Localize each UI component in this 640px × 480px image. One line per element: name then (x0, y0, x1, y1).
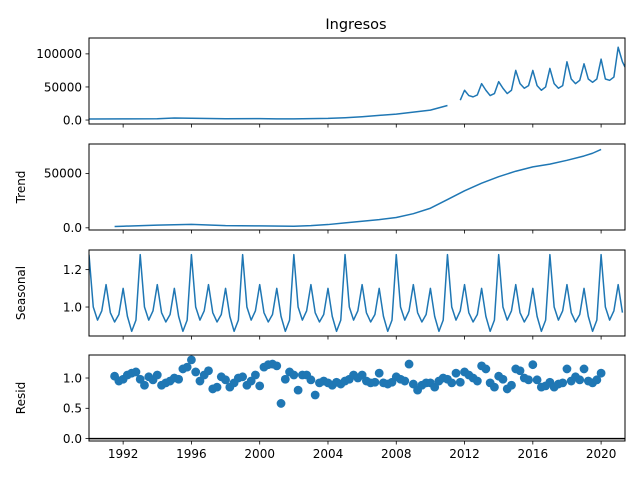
resid-point (238, 372, 248, 382)
resid-point (212, 382, 222, 392)
observed-ytick-label: 100000 (36, 47, 82, 61)
trend-ytick-label: 0.0 (63, 221, 82, 235)
panel-observed: 0.0 50000 100000 (36, 37, 626, 128)
trend-line-0 (114, 148, 602, 228)
resid-point (280, 374, 290, 384)
resid-ytick-label: 1.0 (63, 371, 82, 385)
seasonal-ytick-label: 1.0 (63, 300, 82, 314)
resid-point (592, 375, 602, 385)
resid-point (140, 380, 149, 390)
resid-point (191, 367, 201, 377)
trend-axes-frame (88, 143, 626, 231)
trend-ylabel: Trend (14, 171, 28, 205)
resid-point (293, 385, 303, 395)
resid-point (306, 375, 316, 385)
xtick-label: 2004 (313, 447, 344, 461)
resid-point (272, 361, 282, 371)
resid-point (472, 376, 482, 386)
resid-point (131, 367, 141, 377)
observed-ytick-label: 0.0 (63, 113, 82, 127)
resid-point (370, 377, 380, 387)
panel-seasonal: 1.0 1.2 Seasonal (14, 249, 626, 340)
panel-trend: 0.0 50000 Trend (14, 143, 626, 235)
resid-point (400, 376, 410, 386)
seasonal-ylabel: Seasonal (14, 266, 28, 320)
resid-point (182, 362, 192, 372)
xtick-label: 2000 (244, 447, 275, 461)
resid-point (404, 359, 414, 369)
resid-point (204, 366, 213, 376)
resid-point (575, 375, 585, 385)
xtick-label: 1996 (176, 447, 207, 461)
resid-ylabel: Resid (14, 382, 28, 414)
resid-point (524, 375, 533, 385)
resid-point (289, 370, 299, 380)
resid-plot-area (89, 355, 625, 440)
resid-point (481, 364, 491, 374)
observed-ytick-label: 50000 (44, 80, 82, 94)
trend-ytick-label: 50000 (44, 167, 82, 181)
resid-point (276, 399, 286, 408)
chart-title: Ingresos (325, 17, 386, 33)
xtick-label: 1992 (108, 447, 139, 461)
observed-axes-frame (88, 37, 626, 125)
resid-point (251, 370, 260, 380)
resid-ytick-label: 0.5 (63, 402, 82, 416)
xtick-label: 2008 (381, 447, 412, 461)
xtick-label: 2012 (449, 447, 480, 461)
resid-point (152, 370, 162, 380)
resid-point (310, 390, 320, 400)
seasonal-axes-frame (88, 249, 626, 337)
panel-resid: 0.0 0.5 1.0 1992 1996 2000 2004 2008 2012 2016 202… (14, 354, 626, 461)
seasonal-line (89, 253, 624, 333)
observed-plot-area (89, 46, 625, 120)
seasonal-plot-area (89, 253, 624, 333)
resid-point (174, 374, 184, 384)
resid-point (490, 382, 499, 392)
resid-point (455, 377, 465, 387)
observed-line-0 (89, 104, 448, 120)
resid-point (187, 355, 196, 365)
resid-point (498, 374, 508, 384)
resid-point (451, 368, 461, 378)
observed-line-1 (459, 46, 625, 101)
resid-point (255, 381, 265, 391)
xtick-label: 2016 (518, 447, 549, 461)
resid-point (596, 368, 606, 378)
xtick-label: 2020 (586, 447, 617, 461)
resid-point (528, 360, 538, 370)
resid-point (447, 378, 457, 388)
seasonal-ytick-label: 1.2 (63, 263, 82, 277)
resid-ytick-label: 0.0 (63, 432, 82, 446)
resid-point (374, 368, 384, 378)
resid-point (515, 366, 525, 376)
resid-point (579, 364, 589, 374)
resid-point (562, 364, 572, 374)
resid-point (532, 375, 542, 385)
resid-point (221, 375, 230, 385)
resid-point (558, 378, 568, 388)
resid-axes-frame (88, 354, 626, 442)
trend-plot-area (114, 148, 602, 228)
resid-point (507, 380, 516, 390)
